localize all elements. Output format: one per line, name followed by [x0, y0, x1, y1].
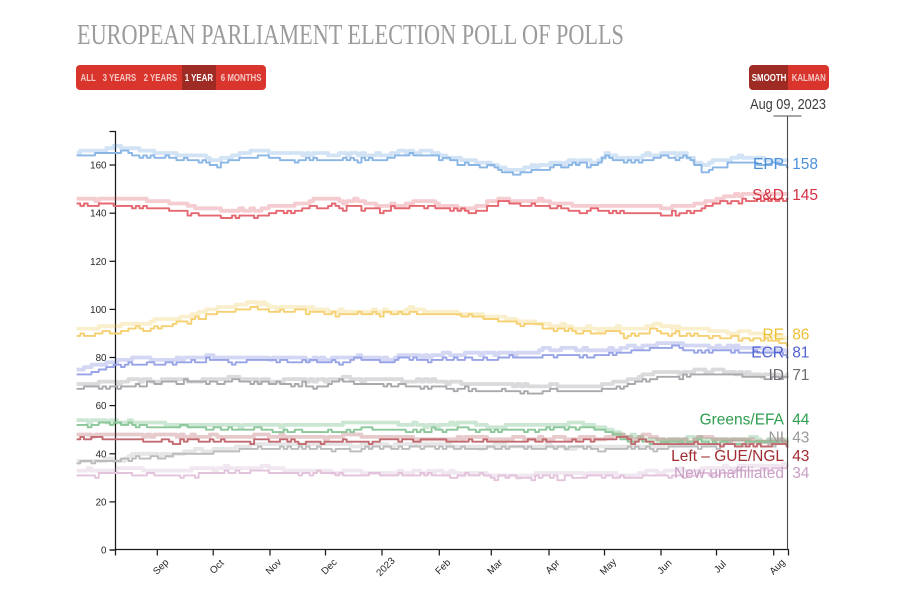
- svg-text:140: 140: [90, 209, 107, 220]
- svg-text:158: 158: [792, 156, 818, 173]
- svg-text:86: 86: [792, 327, 809, 344]
- svg-text:80: 80: [96, 353, 107, 364]
- svg-text:Jul: Jul: [712, 559, 729, 576]
- svg-text:60: 60: [96, 401, 107, 412]
- svg-text:100: 100: [90, 305, 107, 316]
- svg-text:Jun: Jun: [656, 558, 675, 577]
- svg-text:40: 40: [96, 449, 107, 460]
- svg-text:Mar: Mar: [485, 557, 505, 577]
- svg-text:Greens/EFA: Greens/EFA: [700, 412, 785, 429]
- svg-text:Oct: Oct: [208, 558, 227, 577]
- svg-text:Dec: Dec: [319, 557, 339, 577]
- svg-text:120: 120: [90, 257, 107, 268]
- svg-text:ID: ID: [769, 367, 785, 384]
- svg-text:RE: RE: [762, 327, 784, 344]
- svg-text:43: 43: [792, 430, 809, 447]
- svg-text:43: 43: [792, 448, 809, 465]
- svg-text:EPP: EPP: [753, 156, 784, 173]
- svg-text:160: 160: [90, 161, 107, 172]
- svg-text:71: 71: [792, 367, 809, 384]
- svg-text:34: 34: [792, 465, 810, 482]
- svg-text:Left – GUE/NGL: Left – GUE/NGL: [671, 448, 784, 465]
- svg-text:May: May: [598, 557, 619, 578]
- svg-text:New unaffiliated: New unaffiliated: [674, 465, 784, 482]
- svg-text:0: 0: [101, 546, 107, 557]
- svg-text:ECR: ECR: [751, 345, 784, 362]
- svg-text:Apr: Apr: [544, 557, 563, 576]
- svg-text:2023: 2023: [374, 555, 398, 579]
- svg-text:44: 44: [792, 412, 810, 429]
- svg-text:81: 81: [792, 345, 809, 362]
- svg-text:Feb: Feb: [433, 557, 453, 577]
- svg-text:Aug: Aug: [768, 557, 788, 577]
- svg-text:145: 145: [792, 187, 818, 204]
- svg-text:20: 20: [96, 497, 107, 508]
- svg-text:Sep: Sep: [151, 557, 171, 577]
- svg-text:S&D: S&D: [752, 187, 784, 204]
- svg-text:Nov: Nov: [264, 557, 284, 577]
- svg-text:NI: NI: [769, 430, 785, 447]
